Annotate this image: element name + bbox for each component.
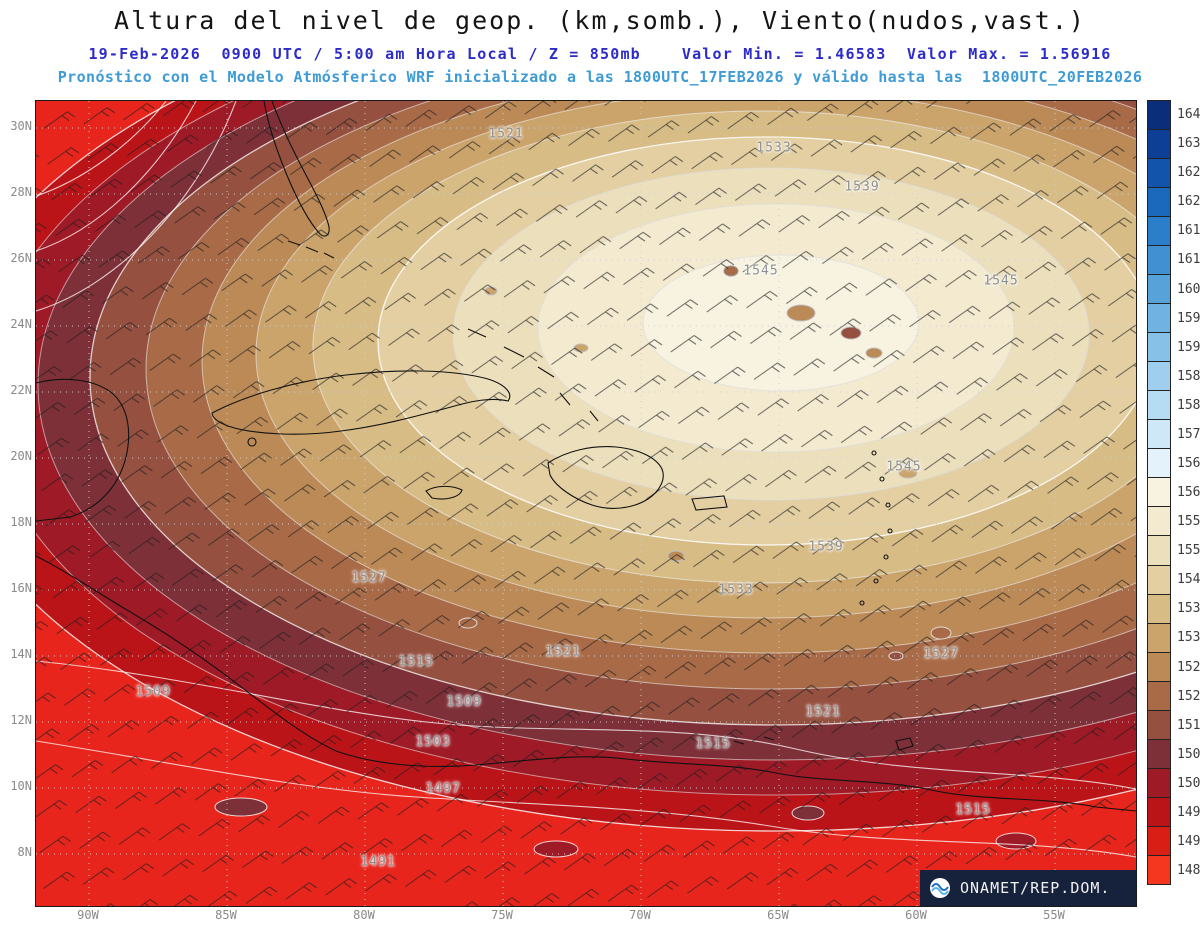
colorbar-segment bbox=[1148, 304, 1170, 334]
colorbar-label: 1587 bbox=[1177, 368, 1200, 384]
subtitle-datetime: 19-Feb-2026 0900 UTC / 5:00 am Hora Loca… bbox=[88, 45, 1112, 63]
colorbar-segment bbox=[1148, 449, 1170, 479]
colorbar-segment bbox=[1148, 797, 1170, 827]
colorbar-segment bbox=[1148, 565, 1170, 595]
colorbar-label: 1563 bbox=[1177, 485, 1200, 501]
lat-label: 18N bbox=[10, 515, 32, 529]
map-canvas bbox=[36, 101, 1136, 906]
lon-label: 55W bbox=[1043, 908, 1065, 922]
colorbar-segment bbox=[1148, 536, 1170, 566]
colorbar-segment bbox=[1148, 681, 1170, 711]
subtitle-model-run: Pronóstico con el Modelo Atmósferico WRF… bbox=[57, 68, 1143, 86]
colorbar-segment bbox=[1148, 188, 1170, 218]
page-title: Altura del nivel de geop. (km,somb.), Vi… bbox=[114, 6, 1086, 35]
colorbar-label: 1491 bbox=[1177, 833, 1200, 849]
lat-label: 28N bbox=[10, 185, 32, 199]
colorbar-segment bbox=[1148, 101, 1170, 131]
lat-label: 14N bbox=[10, 647, 32, 661]
colorbar-label: 1539 bbox=[1177, 601, 1200, 617]
lat-label: 22N bbox=[10, 383, 32, 397]
colorbar-label: 1557 bbox=[1177, 514, 1200, 530]
lon-label: 70W bbox=[629, 908, 651, 922]
coastlines bbox=[36, 101, 1136, 812]
onamet-logo-icon bbox=[930, 878, 950, 898]
colorbar-segment bbox=[1148, 855, 1170, 884]
colorbar-segments bbox=[1147, 100, 1171, 885]
colorbar-label: 1509 bbox=[1177, 746, 1200, 762]
colorbar-segment bbox=[1148, 710, 1170, 740]
colorbar-segment bbox=[1148, 362, 1170, 392]
colorbar-label: 1497 bbox=[1177, 804, 1200, 820]
colorbar-segment bbox=[1148, 333, 1170, 363]
lon-label: 75W bbox=[491, 908, 513, 922]
colorbar-segment bbox=[1148, 159, 1170, 189]
colorbar-segment bbox=[1148, 507, 1170, 537]
lon-label: 80W bbox=[353, 908, 375, 922]
lat-label: 12N bbox=[10, 713, 32, 727]
colorbar-label: 1533 bbox=[1177, 630, 1200, 646]
colorbar-segment bbox=[1148, 275, 1170, 305]
lat-label: 26N bbox=[10, 251, 32, 265]
colorbar-segment bbox=[1148, 739, 1170, 769]
colorbar-segment bbox=[1148, 652, 1170, 682]
colorbar-label: 1521 bbox=[1177, 688, 1200, 704]
colorbar-label: 1635 bbox=[1177, 136, 1200, 152]
colorbar-label: 1593 bbox=[1177, 339, 1200, 355]
colorbar-segment bbox=[1148, 420, 1170, 450]
lat-label: 20N bbox=[10, 449, 32, 463]
colorbar-segment bbox=[1148, 594, 1170, 624]
lon-label: 90W bbox=[77, 908, 99, 922]
colorbar-segment bbox=[1148, 623, 1170, 653]
colorbar-label: 1527 bbox=[1177, 659, 1200, 675]
colorbar-segment bbox=[1148, 391, 1170, 421]
colorbar-segment bbox=[1148, 246, 1170, 276]
colorbar-label: 1599 bbox=[1177, 310, 1200, 326]
credit-text: ONAMET/REP.DOM. bbox=[960, 879, 1111, 897]
colorbar-label: 1545 bbox=[1177, 572, 1200, 588]
colorbar-label: 1515 bbox=[1177, 717, 1200, 733]
lon-label: 60W bbox=[905, 908, 927, 922]
lat-label: 30N bbox=[10, 119, 32, 133]
lon-label: 65W bbox=[767, 908, 789, 922]
colorbar-label: 1623 bbox=[1177, 194, 1200, 210]
colorbar-label: 1575 bbox=[1177, 426, 1200, 442]
colorbar-label: 1629 bbox=[1177, 165, 1200, 181]
colorbar-segment bbox=[1148, 217, 1170, 247]
lat-label: 8N bbox=[17, 845, 32, 859]
credit-box: ONAMET/REP.DOM. bbox=[920, 870, 1136, 906]
colorbar-label: 1617 bbox=[1177, 223, 1200, 239]
colorbar-segment bbox=[1148, 478, 1170, 508]
wind-barbs-layer bbox=[36, 101, 1136, 906]
colorbar-label: 1569 bbox=[1177, 455, 1200, 471]
colorbar-label: 1503 bbox=[1177, 775, 1200, 791]
map-area: 1521 1533 1539 1545 1545 1545 1539 1527 1533 1521… bbox=[35, 100, 1137, 907]
colorbar-label: 1605 bbox=[1177, 281, 1200, 297]
lat-label: 24N bbox=[10, 317, 32, 331]
colorbar-segment bbox=[1148, 826, 1170, 856]
colorbar-segment bbox=[1148, 768, 1170, 798]
lon-label: 85W bbox=[215, 908, 237, 922]
lat-label: 10N bbox=[10, 779, 32, 793]
colorbar-label: 1485 bbox=[1177, 863, 1200, 879]
lat-label: 16N bbox=[10, 581, 32, 595]
colorbar-segment bbox=[1148, 130, 1170, 160]
